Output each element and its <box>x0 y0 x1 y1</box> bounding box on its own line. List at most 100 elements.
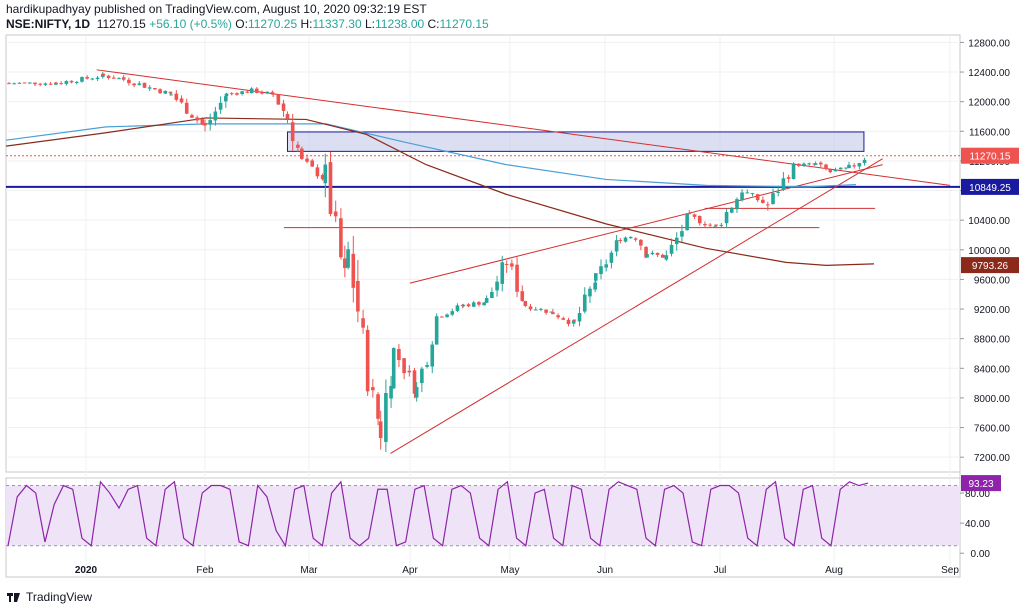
candle-body <box>17 82 22 84</box>
close-label: C: <box>427 17 440 31</box>
candle-body <box>169 94 173 96</box>
candle-body <box>33 82 37 85</box>
candle-body <box>54 82 58 84</box>
y-tick-label: 10000.00 <box>968 246 1010 257</box>
candle-body <box>137 83 142 85</box>
x-tick-label: Feb <box>196 565 214 576</box>
candle-body <box>351 253 356 288</box>
candle-body <box>95 77 100 80</box>
y-tick-label: 12400.00 <box>968 68 1010 79</box>
candle-body <box>556 315 560 318</box>
candle-body <box>371 387 375 391</box>
symbol-label[interactable]: NSE:NIFTY, 1D <box>6 17 91 31</box>
x-tick-label: Mar <box>300 565 318 576</box>
candle-body <box>425 364 429 367</box>
candle-body <box>64 81 69 84</box>
candle-body <box>407 370 412 373</box>
candle-body <box>245 91 250 93</box>
x-tick-label: Sep <box>941 565 959 576</box>
candle-body <box>824 164 828 170</box>
candle-body <box>766 204 770 206</box>
candle-body <box>445 314 449 318</box>
candle-body <box>434 316 439 345</box>
tradingview-footer[interactable]: TradingView <box>6 590 92 604</box>
x-tick-label: Jul <box>714 565 727 576</box>
candle-body <box>270 91 275 93</box>
price-change: +56.10 (+0.5%) <box>149 17 232 31</box>
candle-body <box>38 83 42 85</box>
candle-body <box>59 83 63 85</box>
candle-body <box>528 306 533 310</box>
price-label: 11270.15 <box>970 152 1011 163</box>
trendline[interactable] <box>96 69 951 186</box>
candle-body <box>412 370 417 394</box>
open-value: 11270.25 <box>247 17 298 31</box>
x-tick-label: Jun <box>597 565 613 576</box>
candle-body <box>566 319 571 325</box>
candle-body <box>791 163 796 180</box>
candle-body <box>265 91 270 94</box>
candle-body <box>639 239 643 246</box>
candle-body <box>551 312 555 315</box>
candle-body <box>22 82 27 84</box>
candle-body <box>482 302 486 306</box>
main-pane[interactable] <box>5 34 961 473</box>
candle-body <box>703 223 707 226</box>
trendline[interactable] <box>409 164 883 284</box>
candle-body <box>687 213 692 215</box>
candle-body <box>315 167 320 177</box>
candle-body <box>755 194 760 201</box>
trendline[interactable] <box>390 158 883 454</box>
candle-body <box>713 225 718 227</box>
ma-brown-line[interactable] <box>5 117 875 266</box>
candle-body <box>260 92 264 94</box>
candle-body <box>28 82 32 84</box>
candle-body <box>729 207 734 213</box>
candle-body <box>43 83 48 85</box>
candle-body <box>158 89 162 94</box>
candle-body <box>376 394 380 419</box>
candle-body <box>240 91 244 94</box>
candle-body <box>346 249 350 268</box>
candle-body <box>455 305 460 312</box>
candle-body <box>85 77 89 79</box>
candle-body <box>356 280 360 312</box>
candle-body <box>594 273 598 281</box>
candle-body <box>323 164 328 184</box>
candle-body <box>740 192 744 201</box>
candle-body <box>523 301 528 306</box>
candle-body <box>440 316 444 318</box>
candle-body <box>495 281 499 291</box>
rsi-tick-label: 0.00 <box>971 549 991 560</box>
candle-body <box>664 255 669 260</box>
x-tick-label: Apr <box>402 565 418 576</box>
candle-body <box>296 144 300 148</box>
high-value: 11337.30 <box>312 17 362 31</box>
candle-body <box>466 304 471 307</box>
rsi-line[interactable] <box>7 480 869 548</box>
price-chart[interactable]: 12800.0012400.0012000.0011600.0011200.00… <box>0 0 1023 590</box>
candle-body <box>669 244 674 254</box>
y-tick-label: 10400.00 <box>968 216 1010 227</box>
candle-body <box>90 78 95 80</box>
candle-body <box>190 115 194 118</box>
candle-body <box>179 98 184 103</box>
candle-body <box>582 294 587 312</box>
candle-body <box>761 199 765 204</box>
x-tick-label: Aug <box>825 565 843 576</box>
candle-body <box>163 90 168 94</box>
y-tick-label: 8800.00 <box>974 335 1011 346</box>
candle-body <box>685 213 689 231</box>
candle-body <box>852 165 856 167</box>
resistance-zone[interactable] <box>286 131 865 152</box>
candle-body <box>807 163 811 165</box>
candle-body <box>430 344 435 367</box>
candle-body <box>500 262 505 284</box>
candle-body <box>249 88 254 94</box>
candle-body <box>771 193 775 205</box>
candle-body <box>796 163 801 166</box>
candle-body <box>121 77 126 80</box>
candle-body <box>290 122 295 142</box>
candle-body <box>776 191 781 193</box>
candle-body <box>276 94 281 105</box>
